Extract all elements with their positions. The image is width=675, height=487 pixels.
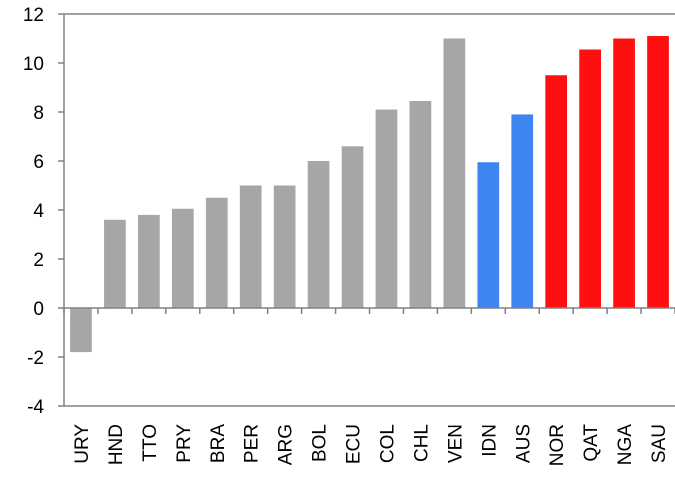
bar-chl [409, 100, 432, 308]
x-category-label-idn: IDN [479, 424, 500, 457]
x-category-label-hnd: HND [106, 424, 127, 465]
y-tick-label: 2 [33, 250, 44, 271]
bar-nor [545, 75, 568, 308]
x-category-label-ury: URY [72, 424, 93, 464]
y-tick-label: 6 [33, 152, 44, 173]
bar-sau [647, 36, 669, 309]
x-category-label-pry: PRY [174, 424, 195, 463]
y-tick-label: 8 [33, 103, 44, 124]
bar-bra [205, 197, 228, 308]
y-tick-label: 0 [33, 299, 44, 320]
y-tick-label: -2 [27, 348, 44, 369]
x-category-label-nor: NOR [547, 424, 568, 466]
bars-group [70, 36, 669, 353]
bar-tto [138, 214, 160, 308]
bar-hnd [104, 219, 126, 308]
bar-nga [613, 38, 635, 308]
x-category-label-bol: BOL [310, 424, 331, 462]
bar-idn [477, 162, 500, 308]
x-category-label-arg: ARG [276, 424, 297, 465]
bar-ury [70, 308, 92, 353]
bar-qat [579, 49, 601, 309]
bar-ecu [341, 146, 364, 308]
x-category-label-bra: BRA [208, 424, 229, 463]
bar-pry [171, 208, 194, 308]
x-category-label-ecu: ECU [344, 424, 365, 464]
y-tick-label: 12 [23, 5, 44, 26]
bar-col [375, 109, 398, 308]
y-tick-label: -4 [27, 397, 44, 418]
x-category-label-chl: CHL [411, 424, 432, 462]
y-tick-label: 10 [23, 54, 44, 75]
x-category-label-qat: QAT [581, 424, 602, 462]
axes-group [58, 13, 675, 407]
x-category-label-tto: TTO [140, 424, 161, 462]
bar-bol [307, 161, 330, 308]
x-category-label-col: COL [377, 424, 398, 463]
x-category-labels: URY HND TTO PRY BRA PER ARG BOL ECU COL CHL VEN IDN A… [72, 424, 670, 467]
bar-per [239, 185, 262, 308]
x-category-label-sau: SAU [649, 424, 670, 463]
bar-ven [443, 38, 466, 308]
bar-aus [511, 114, 534, 308]
x-category-label-ven: VEN [445, 424, 466, 463]
y-tick-label: 4 [33, 201, 44, 222]
x-category-label-per: PER [242, 424, 263, 463]
bar-arg [273, 185, 296, 308]
y-tick-labels: -4 -2 0 2 4 6 8 10 12 [23, 5, 45, 418]
x-category-label-nga: NGA [615, 424, 636, 466]
x-category-label-aus: AUS [513, 424, 534, 463]
